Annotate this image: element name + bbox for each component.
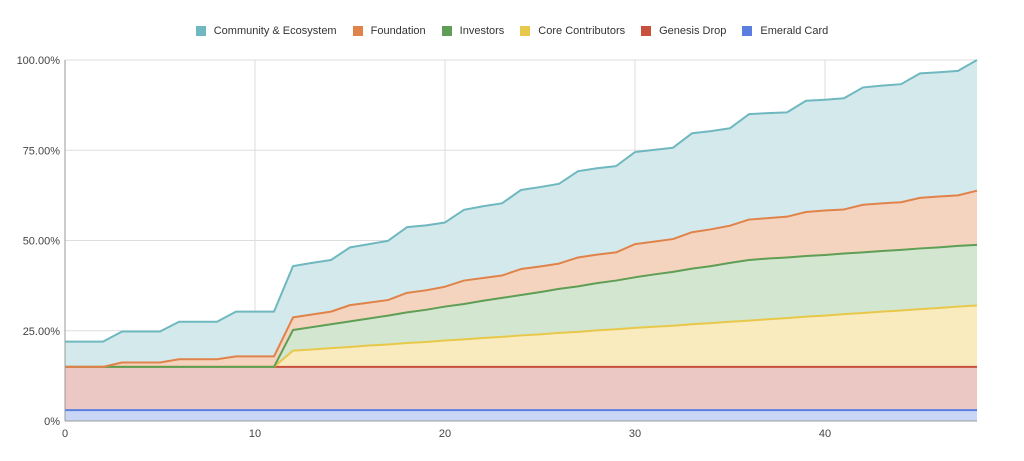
line-community-ecosystem [65,59,978,343]
x-axis-tick-labels: 0 10 20 30 40 [62,428,831,440]
x-tick-label: 40 [819,428,831,440]
chart-legend: Community & Ecosystem Foundation Investo… [0,25,1024,37]
area-community-ecosystem [65,60,977,367]
legend-label-foundation: Foundation [370,25,426,37]
x-tick-label: 20 [439,428,451,440]
y-axis-tick-labels: 0% 25.00% 50.00% 75.00% 100.00% [17,55,61,428]
legend-label-investors: Investors [459,25,505,37]
legend-swatch-community [195,26,206,36]
area-genesis-drop [65,366,977,411]
legend-item-genesis-drop[interactable]: Genesis Drop [641,25,726,37]
y-tick-label: 25.00% [23,326,61,338]
area-investors [65,244,977,367]
legend-swatch-investors [441,26,452,36]
area-series [65,60,977,421]
legend-swatch-foundation [352,26,363,36]
area-emerald-card [65,410,977,421]
line-foundation [65,189,978,368]
legend-label-genesis-drop: Genesis Drop [659,25,727,37]
legend-item-community[interactable]: Community & Ecosystem [195,25,337,37]
legend-item-foundation[interactable]: Foundation [352,25,426,37]
area-foundation [65,190,977,367]
legend-swatch-core-contributors [520,26,531,36]
y-tick-label: 75.00% [23,145,61,157]
y-tick-label: 50.00% [23,236,61,248]
legend-label-emerald-card: Emerald Card [760,25,829,37]
x-tick-label: 0 [62,428,68,440]
legend-item-core-contributors[interactable]: Core Contributors [520,25,625,37]
y-tick-label: 0% [44,416,60,428]
legend-swatch-genesis-drop [641,26,652,36]
x-tick-label: 30 [629,428,641,440]
line-investors [65,243,978,368]
legend-label-community: Community & Ecosystem [213,25,337,37]
axes [64,60,977,422]
y-tick-label: 100.00% [17,55,61,67]
legend-swatch-emerald-card [742,26,753,36]
legend-item-emerald-card[interactable]: Emerald Card [742,25,828,37]
x-tick-label: 10 [249,428,261,440]
legend-label-core-contributors: Core Contributors [538,25,626,37]
series-lines [65,59,978,412]
legend-item-investors[interactable]: Investors [441,25,505,37]
